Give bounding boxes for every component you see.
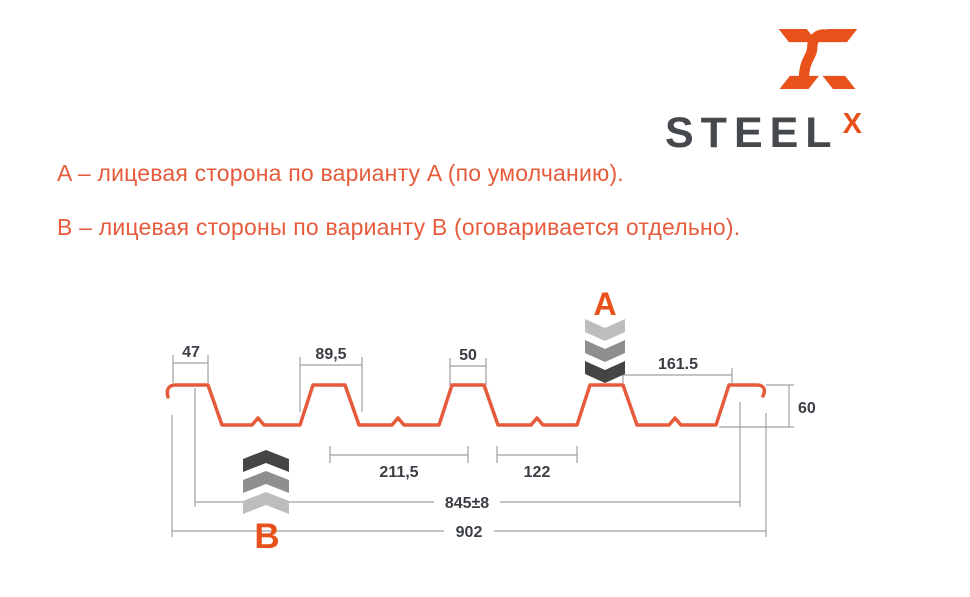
chevron-down-light-icon: [585, 319, 625, 341]
logo-x-bottom-left-stroke: [779, 75, 819, 89]
dim-label-47: 47: [182, 344, 200, 361]
legend-variant-a: A – лицевая сторона по варианту A (по ум…: [57, 160, 624, 186]
steelx-logo-icon: [778, 29, 858, 89]
legend-variant-b: B – лицевая стороны по варианту B (огова…: [57, 214, 741, 240]
marker-b: B: [243, 450, 289, 556]
brand-superscript-x: X: [842, 108, 862, 140]
dimension-161-5: 161.5: [622, 356, 733, 384]
logo-x-bottom-right-stroke: [822, 75, 856, 89]
dim-label-89-5: 89,5: [315, 346, 346, 363]
dimension-60: 60: [719, 384, 816, 428]
dim-label-845: 845±8: [445, 495, 489, 512]
dimension-47: 47: [172, 344, 209, 383]
dim-label-902: 902: [456, 524, 483, 541]
dim-label-50: 50: [459, 347, 477, 364]
chevron-down-dark-icon: [585, 361, 625, 383]
dim-label-122: 122: [524, 464, 551, 481]
dimension-211-5: 211,5: [329, 446, 469, 481]
dim-label-60: 60: [798, 400, 816, 417]
logo-wordmark: STEEL X: [665, 108, 905, 158]
dim-label-161-5: 161.5: [658, 356, 698, 373]
marker-a-label: A: [593, 286, 616, 322]
chevron-up-light-icon: [243, 492, 289, 514]
dimension-122: 122: [496, 446, 578, 481]
dimension-50: 50: [449, 347, 487, 386]
chevron-up-dark-icon: [243, 450, 289, 472]
chevron-down-mid-icon: [585, 340, 625, 362]
dim-label-211-5: 211,5: [379, 464, 418, 481]
brand-name: STEEL: [665, 109, 839, 157]
marker-a: A: [585, 286, 625, 383]
logo-x-center-link: [798, 29, 831, 80]
chevron-up-mid-icon: [243, 471, 289, 493]
dimension-902: 902: [171, 413, 767, 541]
marker-b-label: B: [254, 517, 279, 556]
logo-x-top-left-stroke: [778, 29, 817, 43]
profile-outline: [165, 383, 767, 427]
dimension-89-5: 89,5: [299, 346, 363, 412]
